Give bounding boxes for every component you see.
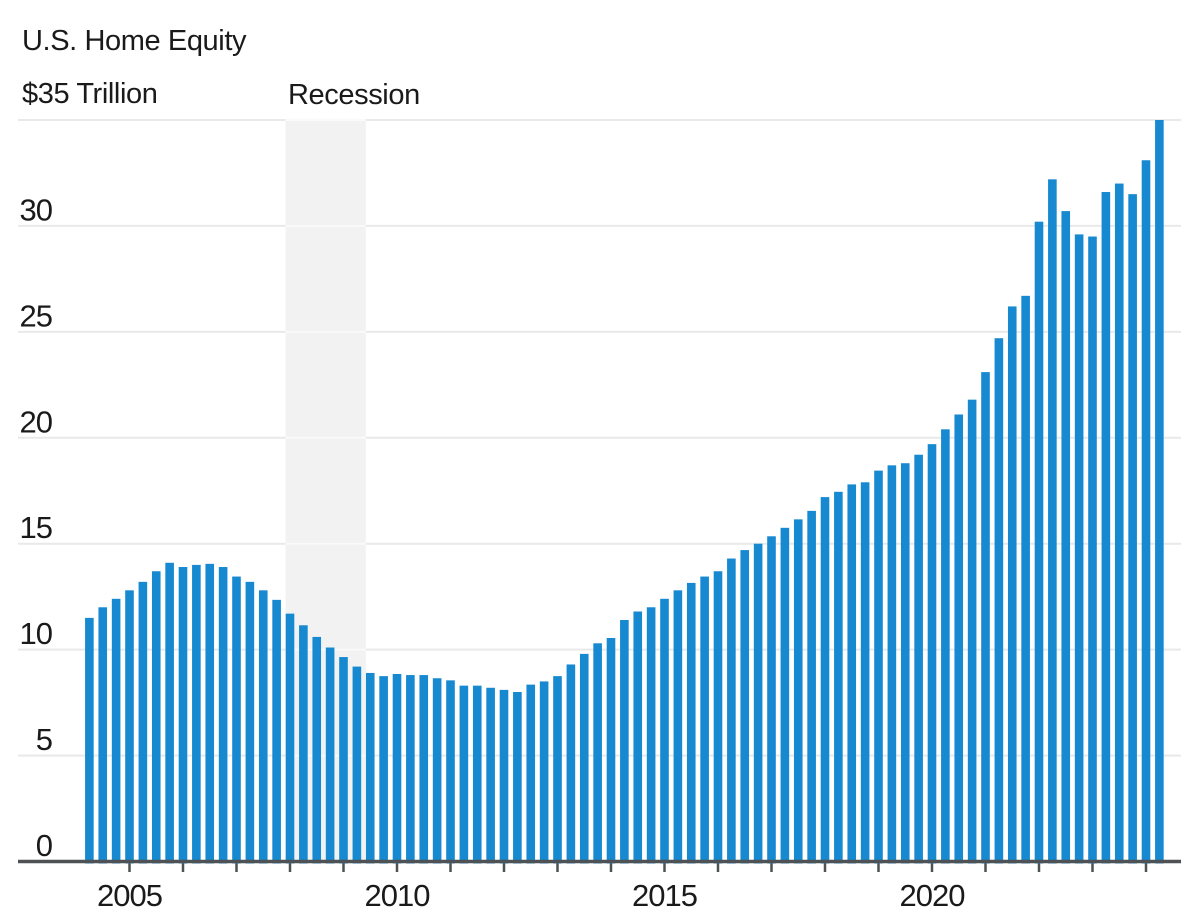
bar-2014-Q1	[606, 637, 616, 864]
bar-2010-Q4	[432, 678, 442, 864]
y-axis-top-label: $35 Trillion	[22, 78, 158, 110]
bar-2014-Q3	[633, 611, 643, 864]
bar-2019-Q4	[914, 454, 923, 864]
y-tick-label-20: 20	[20, 404, 53, 439]
bar-2018-Q3	[847, 484, 857, 864]
bar-2021-Q4	[1021, 295, 1030, 864]
bar-2012-Q2	[513, 692, 522, 864]
bar-2012-Q1	[499, 689, 509, 864]
y-tick-label-0: 0	[36, 828, 53, 863]
bar-2010-Q1	[392, 674, 402, 864]
bar-2009-Q4	[379, 676, 388, 864]
bar-2005-Q4	[165, 562, 174, 864]
bar-2010-Q2	[406, 675, 415, 864]
bar-2017-Q4	[807, 510, 816, 864]
bar-2019-Q1	[874, 470, 883, 864]
bar-2005-Q2	[138, 581, 148, 864]
bar-2017-Q2	[780, 527, 790, 864]
bar-2006-Q1	[178, 567, 188, 864]
bar-2022-Q3	[1061, 211, 1071, 864]
bar-2004-Q2	[85, 617, 94, 864]
bar-2012-Q4	[539, 681, 549, 864]
bar-2021-Q3	[1007, 306, 1017, 864]
bar-2021-Q1	[981, 372, 990, 864]
bar-2011-Q1	[446, 680, 455, 864]
bar-2005-Q1	[125, 590, 134, 864]
bar-2015-Q2	[673, 590, 683, 864]
bar-2022-Q1	[1034, 221, 1044, 864]
bar-2008-Q1	[285, 613, 295, 864]
bar-2013-Q2	[566, 664, 576, 864]
bar-2011-Q3	[472, 685, 482, 864]
bar-2017-Q3	[793, 519, 803, 864]
bar-2014-Q2	[620, 619, 629, 864]
y-tick-label-5: 5	[36, 722, 52, 757]
bar-2006-Q4	[218, 567, 228, 864]
bar-2016-Q3	[740, 550, 750, 864]
bar-2020-Q2	[941, 429, 950, 864]
recession-band	[285, 121, 366, 862]
bar-2019-Q2	[887, 465, 897, 864]
x-tick-label-2010: 2010	[365, 878, 431, 913]
bar-2009-Q3	[365, 672, 375, 864]
bar-2023-Q4	[1128, 194, 1137, 864]
y-tick-label-15: 15	[20, 510, 52, 545]
bar-2013-Q4	[593, 643, 602, 864]
bar-2015-Q3	[686, 582, 696, 864]
bar-2009-Q2	[352, 666, 362, 864]
chart-title: U.S. Home Equity	[22, 25, 247, 57]
bar-2015-Q1	[660, 598, 669, 864]
bar-2019-Q3	[900, 463, 910, 864]
y-tick-label-25: 25	[20, 298, 52, 333]
bar-2007-Q4	[272, 599, 281, 864]
bar-2004-Q4	[111, 598, 121, 864]
x-tick-label-2020: 2020	[900, 878, 966, 913]
bar-2013-Q1	[553, 676, 562, 864]
x-tick-label-2015: 2015	[632, 878, 697, 913]
bar-2007-Q1	[232, 576, 241, 864]
bar-2023-Q2	[1101, 192, 1111, 864]
bar-2010-Q3	[419, 675, 429, 864]
bar-2008-Q4	[325, 647, 335, 864]
bar-2008-Q2	[299, 625, 308, 864]
bar-2018-Q4	[860, 482, 870, 864]
bar-2006-Q2	[192, 564, 201, 864]
bar-2008-Q3	[312, 636, 322, 864]
bar-2016-Q1	[713, 571, 723, 864]
bar-2011-Q2	[459, 685, 469, 864]
bar-2014-Q4	[646, 607, 656, 864]
bar-2005-Q3	[151, 571, 161, 864]
bar-2021-Q2	[994, 338, 1004, 864]
bar-2011-Q4	[486, 687, 495, 864]
bar-2017-Q1	[767, 536, 776, 864]
bar-2020-Q4	[967, 399, 977, 864]
bar-2022-Q4	[1074, 234, 1084, 864]
bar-2013-Q3	[579, 653, 589, 864]
bar-2007-Q3	[258, 590, 268, 864]
bar-2023-Q1	[1088, 236, 1097, 864]
y-tick-label-10: 10	[20, 616, 53, 651]
bar-2018-Q2	[834, 491, 843, 864]
bar-2007-Q2	[245, 581, 255, 864]
bar-2016-Q2	[727, 558, 736, 864]
bar-2004-Q3	[98, 607, 108, 864]
x-tick-label-2005: 2005	[97, 878, 162, 913]
bar-2016-Q4	[753, 543, 763, 864]
bar-2009-Q1	[339, 657, 348, 864]
bar-2022-Q2	[1048, 179, 1057, 864]
bar-2006-Q3	[205, 563, 215, 864]
bar-2018-Q1	[820, 497, 830, 864]
bar-2023-Q3	[1114, 183, 1124, 864]
bar-2012-Q3	[526, 684, 536, 864]
bar-2020-Q1	[927, 444, 937, 864]
bar-2020-Q3	[954, 414, 964, 864]
bar-2015-Q4	[700, 576, 709, 864]
bar-2024-Q1	[1141, 160, 1151, 864]
y-tick-label-30: 30	[20, 192, 53, 227]
recession-band-label: Recession	[288, 79, 420, 111]
bar-2024-Q2	[1155, 120, 1164, 864]
